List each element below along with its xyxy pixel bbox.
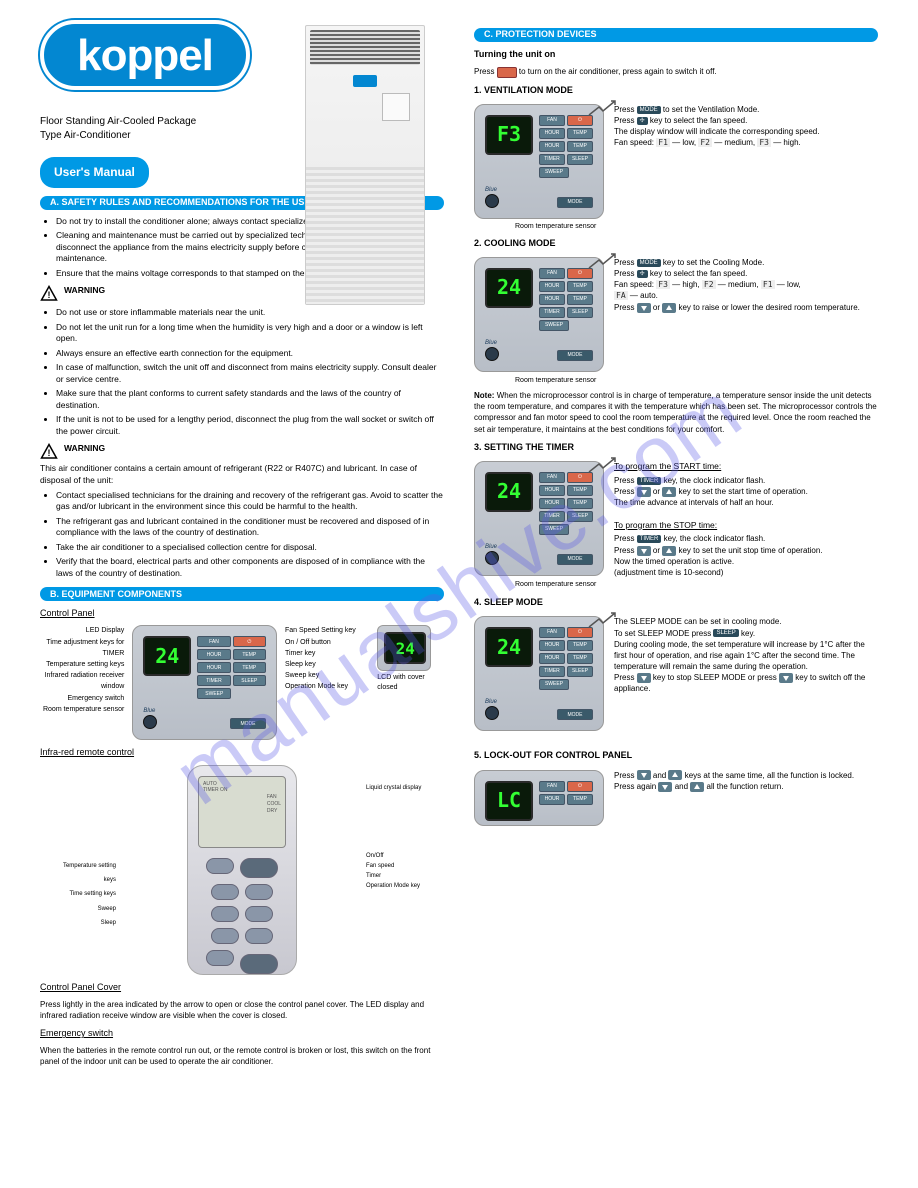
remote-temp-up[interactable] <box>206 858 234 874</box>
brand-logo: koppel <box>40 20 250 90</box>
panel-cooling: 24 FAN⏻ HOURTEMP HOURTEMP TIMERSLEEP SWE… <box>474 257 604 372</box>
up-icon <box>662 303 676 313</box>
power-button[interactable]: ⏻ <box>233 636 266 647</box>
down-icon <box>658 782 672 792</box>
warning-label-1: WARNING <box>64 285 105 296</box>
hour-button[interactable]: HOUR <box>197 662 230 673</box>
remote-time-dn[interactable] <box>245 906 273 922</box>
timer-tag: TIMER <box>637 535 662 543</box>
up-icon <box>668 770 682 780</box>
timer-heading: 3. SETTING THE TIMER <box>474 441 878 453</box>
users-manual-badge: User's Manual <box>40 157 149 188</box>
section-b-header: B. EQUIPMENT COMPONENTS <box>40 587 444 601</box>
panel-lock: LC FAN⏻ HOURTEMP <box>474 770 604 826</box>
cover-heading: Control Panel Cover <box>40 981 444 993</box>
down-icon <box>637 673 651 683</box>
remote-time-up[interactable] <box>245 884 273 900</box>
remote-lcd: AUTO TIMER ON FANCOOLDRY <box>198 776 286 848</box>
mode-tag: MODE <box>637 259 661 267</box>
mode-button[interactable]: MODE <box>230 718 266 729</box>
turn-on-heading: Turning the unit on <box>474 48 878 60</box>
remote-onoff[interactable] <box>240 858 278 878</box>
down-icon <box>637 487 651 497</box>
cooling-heading: 2. COOLING MODE <box>474 237 878 249</box>
down-icon <box>637 770 651 780</box>
sweep-button[interactable]: SWEEP <box>197 688 231 699</box>
cover-note: Press lightly in the area indicated by t… <box>40 999 444 1021</box>
lock-heading: 5. LOCK-OUT FOR CONTROL PANEL <box>474 749 878 761</box>
warning-icon: ! <box>40 285 58 303</box>
timer-button[interactable]: TIMER <box>197 675 230 686</box>
warning-icon: ! <box>40 443 58 461</box>
remote-labels-left: Temperature setting keys Time setting ke… <box>54 859 116 931</box>
remote-sweep[interactable] <box>211 928 239 944</box>
remote-control: AUTO TIMER ON FANCOOLDRY <box>187 765 297 975</box>
ventilation-heading: 1. VENTILATION MODE <box>474 84 878 96</box>
warning-list-2: Contact specialised technicians for the … <box>40 490 444 579</box>
hour-button[interactable]: HOUR <box>197 649 230 660</box>
remote-labels-right: Liquid crystal display On/Off Fan speed … <box>366 783 426 892</box>
emergency-heading: Emergency switch <box>40 1027 444 1039</box>
warn2-intro: This air conditioner contains a certain … <box>40 463 444 486</box>
hand-icon <box>587 250 617 274</box>
remote-sleep[interactable] <box>206 950 234 966</box>
panel-ventilation: F3 FAN⏻ HOURTEMP HOURTEMP TIMERSLEEP SWE… <box>474 104 604 219</box>
power-icon <box>497 67 517 78</box>
hand-icon <box>587 454 617 478</box>
remote-heading: Infra-red remote control <box>40 746 444 758</box>
sleep-button[interactable]: SLEEP <box>233 675 266 686</box>
up-icon <box>690 782 704 792</box>
hand-icon <box>587 97 617 121</box>
svg-text:!: ! <box>48 448 51 458</box>
temp-button[interactable]: TEMP <box>233 649 266 660</box>
up-icon <box>662 546 676 556</box>
fan-tag: ✢ <box>637 117 648 125</box>
fan-button[interactable]: FAN <box>197 636 230 647</box>
timer-tag: TIMER <box>637 477 662 485</box>
fan-tag: ✢ <box>637 270 648 278</box>
sensor-knob <box>143 715 157 729</box>
control-panel-diagram: LED Display Time adjustment keys for TIM… <box>40 625 444 740</box>
svg-text:!: ! <box>48 290 51 300</box>
section-c-header: C. PROTECTION DEVICES <box>474 28 878 42</box>
mode-tag: MODE <box>637 106 661 114</box>
remote-temp-dn[interactable] <box>211 884 239 900</box>
temp-button[interactable]: TEMP <box>233 662 266 673</box>
down-icon <box>637 546 651 556</box>
remote-fan[interactable] <box>211 906 239 922</box>
remote-timer[interactable] <box>245 928 273 944</box>
down-icon <box>637 303 651 313</box>
lcd-display: 24 <box>143 636 191 676</box>
panel-timer: 24 FAN⏻ HOURTEMP HOURTEMP TIMERSLEEP SWE… <box>474 461 604 576</box>
down-icon <box>779 673 793 683</box>
up-icon <box>662 487 676 497</box>
left-column: koppel Floor Standing Air-Cooled Package… <box>40 20 444 1068</box>
sleep-tag: SLEEP <box>713 629 738 637</box>
emergency-note: When the batteries in the remote control… <box>40 1045 444 1067</box>
panel-sleep: 24 FAN⏻ HOURTEMP HOURTEMP TIMERSLEEP SWE… <box>474 616 604 731</box>
sleep-heading: 4. SLEEP MODE <box>474 596 878 608</box>
right-column: C. PROTECTION DEVICES Turning the unit o… <box>474 20 878 1068</box>
control-panel-heading: Control Panel <box>40 607 444 619</box>
hand-icon <box>587 609 617 633</box>
warning-list-1: Do not use or store inflammable material… <box>40 307 444 437</box>
warning-label-2: WARNING <box>64 443 105 454</box>
product-photo <box>305 25 425 305</box>
remote-mode[interactable] <box>240 954 278 974</box>
lcd-closed: 24 <box>377 625 431 671</box>
